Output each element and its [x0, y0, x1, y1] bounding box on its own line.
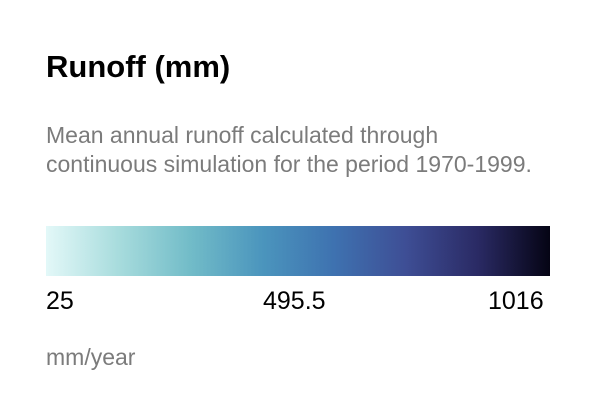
unit-label: mm/year — [46, 344, 136, 370]
legend-description: Mean annual runoff calculated through co… — [46, 122, 532, 177]
ramp-mid-label: 495.5 — [263, 287, 326, 315]
color-ramp — [46, 226, 550, 276]
legend-title: Runoff (mm) — [46, 49, 231, 84]
ramp-min-label: 25 — [46, 287, 74, 315]
ramp-max-label: 1016 — [488, 287, 544, 315]
